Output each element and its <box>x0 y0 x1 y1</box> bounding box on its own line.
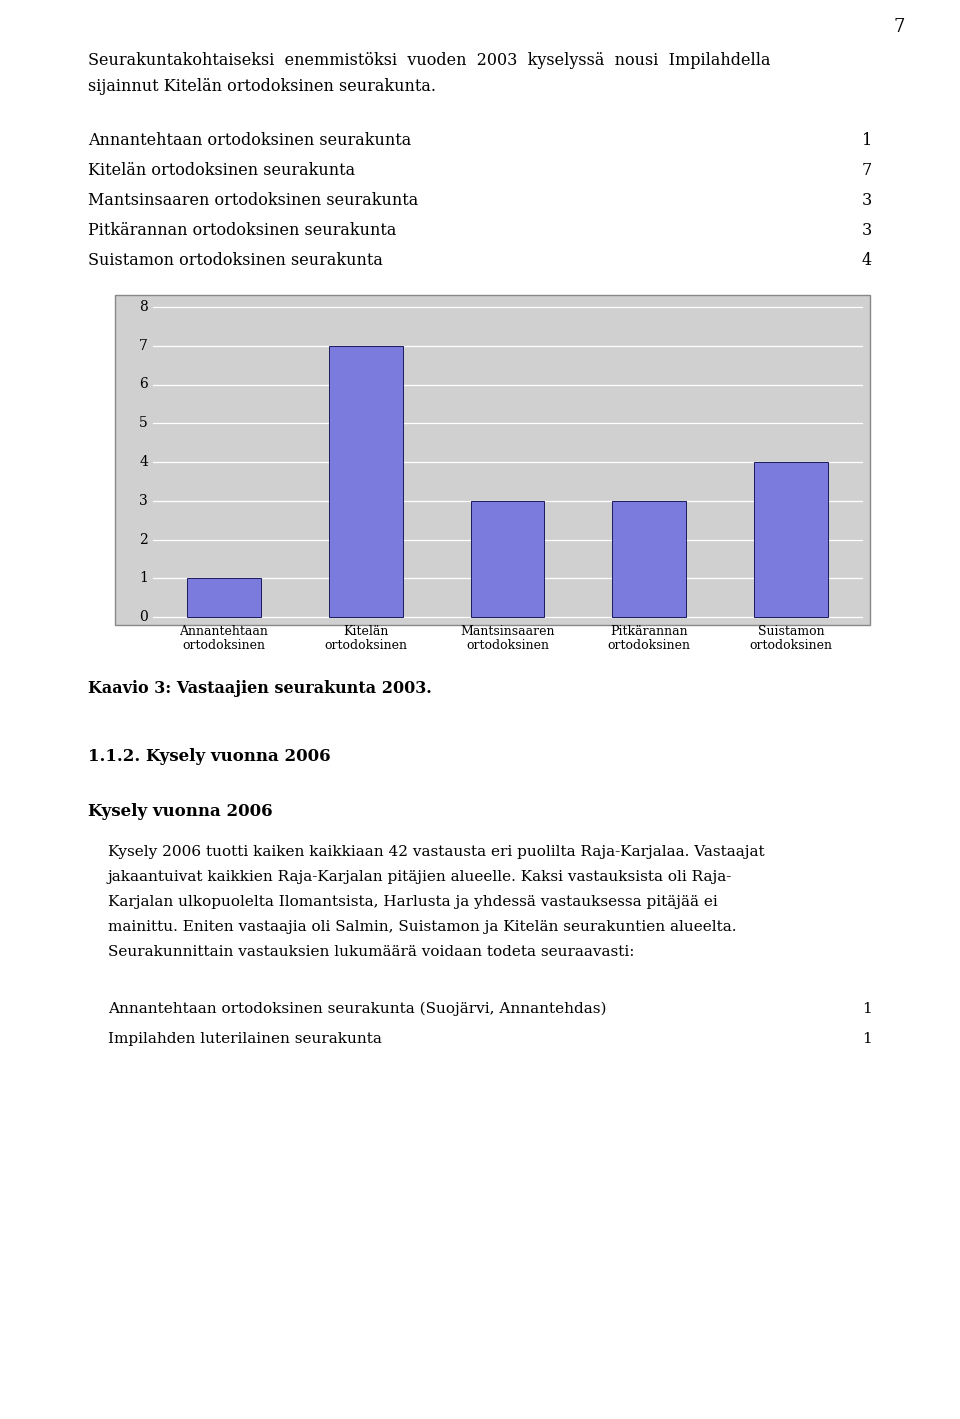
Text: Annantehtaan: Annantehtaan <box>180 624 269 639</box>
Text: Pitkärannan ortodoksinen seurakunta: Pitkärannan ortodoksinen seurakunta <box>88 221 396 238</box>
Text: Annantehtaan ortodoksinen seurakunta (Suojärvi, Annantehdas): Annantehtaan ortodoksinen seurakunta (Su… <box>108 1002 607 1016</box>
Text: 6: 6 <box>139 377 148 392</box>
Text: 5: 5 <box>139 416 148 430</box>
Text: 4: 4 <box>862 253 872 270</box>
Text: Seurakunnittain vastauksien lukumäärä voidaan todeta seuraavasti:: Seurakunnittain vastauksien lukumäärä vo… <box>108 945 635 959</box>
Text: Seurakuntakohtaiseksi  enemmistöksi  vuoden  2003  kyselyssä  nousi  Impilahdell: Seurakuntakohtaiseksi enemmistöksi vuode… <box>88 53 771 70</box>
Text: ortodoksinen: ortodoksinen <box>750 639 832 651</box>
Text: 1: 1 <box>139 572 148 585</box>
Text: 1.1.2. Kysely vuonna 2006: 1.1.2. Kysely vuonna 2006 <box>88 748 330 765</box>
Text: 1: 1 <box>862 132 872 149</box>
Text: ortodoksinen: ortodoksinen <box>608 639 691 651</box>
Text: Impilahden luterilainen seurakunta: Impilahden luterilainen seurakunta <box>108 1032 382 1046</box>
Text: Kysely vuonna 2006: Kysely vuonna 2006 <box>88 803 273 820</box>
Bar <box>755 463 828 617</box>
Text: Kitelän ortodoksinen seurakunta: Kitelän ortodoksinen seurakunta <box>88 162 355 179</box>
Text: mainittu. Eniten vastaajia oli Salmin, Suistamon ja Kitelän seurakuntien alueelt: mainittu. Eniten vastaajia oli Salmin, S… <box>108 920 736 934</box>
Text: Mantsinsaaren: Mantsinsaaren <box>460 624 555 639</box>
Text: ortodoksinen: ortodoksinen <box>182 639 265 651</box>
Text: Pitkärannan: Pitkärannan <box>611 624 688 639</box>
Text: 2: 2 <box>139 532 148 546</box>
Text: 0: 0 <box>139 610 148 624</box>
Text: sijainnut Kitelän ortodoksinen seurakunta.: sijainnut Kitelän ortodoksinen seurakunt… <box>88 78 436 95</box>
Bar <box>470 501 544 617</box>
Text: 3: 3 <box>862 221 872 238</box>
Text: 7: 7 <box>894 18 905 35</box>
Bar <box>612 501 686 617</box>
Text: Annantehtaan ortodoksinen seurakunta: Annantehtaan ortodoksinen seurakunta <box>88 132 411 149</box>
Text: 3: 3 <box>862 192 872 209</box>
Text: ortodoksinen: ortodoksinen <box>324 639 407 651</box>
Text: Kysely 2006 tuotti kaiken kaikkiaan 42 vastausta eri puolilta Raja-Karjalaa. Vas: Kysely 2006 tuotti kaiken kaikkiaan 42 v… <box>108 844 764 858</box>
Text: Kitelän: Kitelän <box>343 624 389 639</box>
Text: Karjalan ulkopuolelta Ilomantsista, Harlusta ja yhdessä vastauksessa pitäjää ei: Karjalan ulkopuolelta Ilomantsista, Harl… <box>108 895 718 910</box>
Text: Suistamon: Suistamon <box>757 624 825 639</box>
Bar <box>115 295 870 624</box>
Bar <box>329 346 402 617</box>
Text: 3: 3 <box>139 494 148 508</box>
Text: Kaavio 3: Vastaajien seurakunta 2003.: Kaavio 3: Vastaajien seurakunta 2003. <box>88 680 432 697</box>
Text: 8: 8 <box>139 299 148 314</box>
Text: Suistamon ortodoksinen seurakunta: Suistamon ortodoksinen seurakunta <box>88 253 383 270</box>
Text: ortodoksinen: ortodoksinen <box>466 639 549 651</box>
Text: 1: 1 <box>862 1002 872 1016</box>
Text: 7: 7 <box>862 162 872 179</box>
Text: jakaantuivat kaikkien Raja-Karjalan pitäjien alueelle. Kaksi vastauksista oli Ra: jakaantuivat kaikkien Raja-Karjalan pitä… <box>108 870 732 884</box>
Text: 7: 7 <box>139 339 148 353</box>
Text: 4: 4 <box>139 455 148 470</box>
Text: Mantsinsaaren ortodoksinen seurakunta: Mantsinsaaren ortodoksinen seurakunta <box>88 192 419 209</box>
Text: 1: 1 <box>862 1032 872 1046</box>
Bar <box>187 579 261 617</box>
